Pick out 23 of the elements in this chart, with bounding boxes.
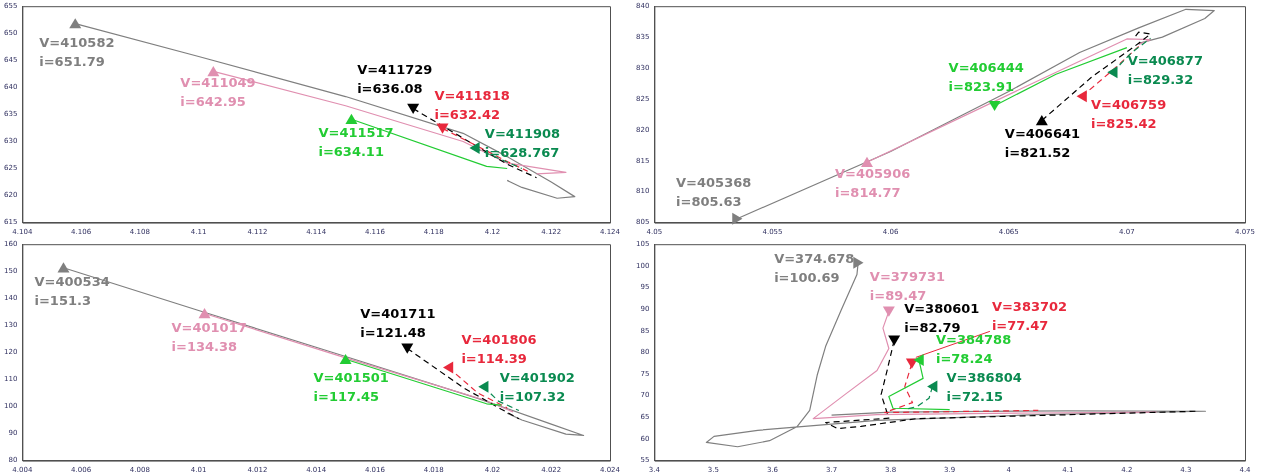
annotation: V=410582 i=651.79	[39, 35, 115, 70]
annotation: V=411729 i=636.08	[357, 62, 433, 97]
annotation: V=406641 i=821.52	[1004, 126, 1081, 161]
annotation: V=411049 i=642.95	[180, 75, 256, 110]
annotation: V=380601 i=82.79	[904, 301, 980, 336]
annotation: V=411517 i=634.11	[318, 125, 394, 160]
annotation: V=406444 i=823.91	[948, 59, 1024, 94]
annotation: V=411908 i=628.767	[484, 126, 561, 160]
annotation: V=401806 i=114.39	[461, 332, 537, 367]
annotation: V=401902 i=107.32	[499, 369, 575, 404]
annotation: V=374.678 i=100.69	[774, 250, 855, 285]
annotation: V=386804 i=72.15	[946, 370, 1022, 405]
annotation: V=401711 i=121.48	[360, 306, 436, 341]
annotation: V=400534 i=151.3	[34, 273, 110, 308]
annotation: V=406877 i=829.32	[1127, 53, 1203, 88]
annotation: V=411818 i=632.42	[434, 88, 510, 123]
annotation: V=406759 i=825.42	[1090, 97, 1167, 132]
annotation: V=405906 i=814.77	[834, 166, 911, 201]
annotation: V=401501 i=117.45	[313, 370, 389, 405]
annotation: V=401017 i=134.38	[171, 320, 247, 355]
annotation: V=405368 i=805.63	[676, 174, 752, 209]
annotation: V=379731 i=89.47	[869, 269, 946, 304]
annotation: V=383702 i=77.47	[991, 299, 1068, 334]
